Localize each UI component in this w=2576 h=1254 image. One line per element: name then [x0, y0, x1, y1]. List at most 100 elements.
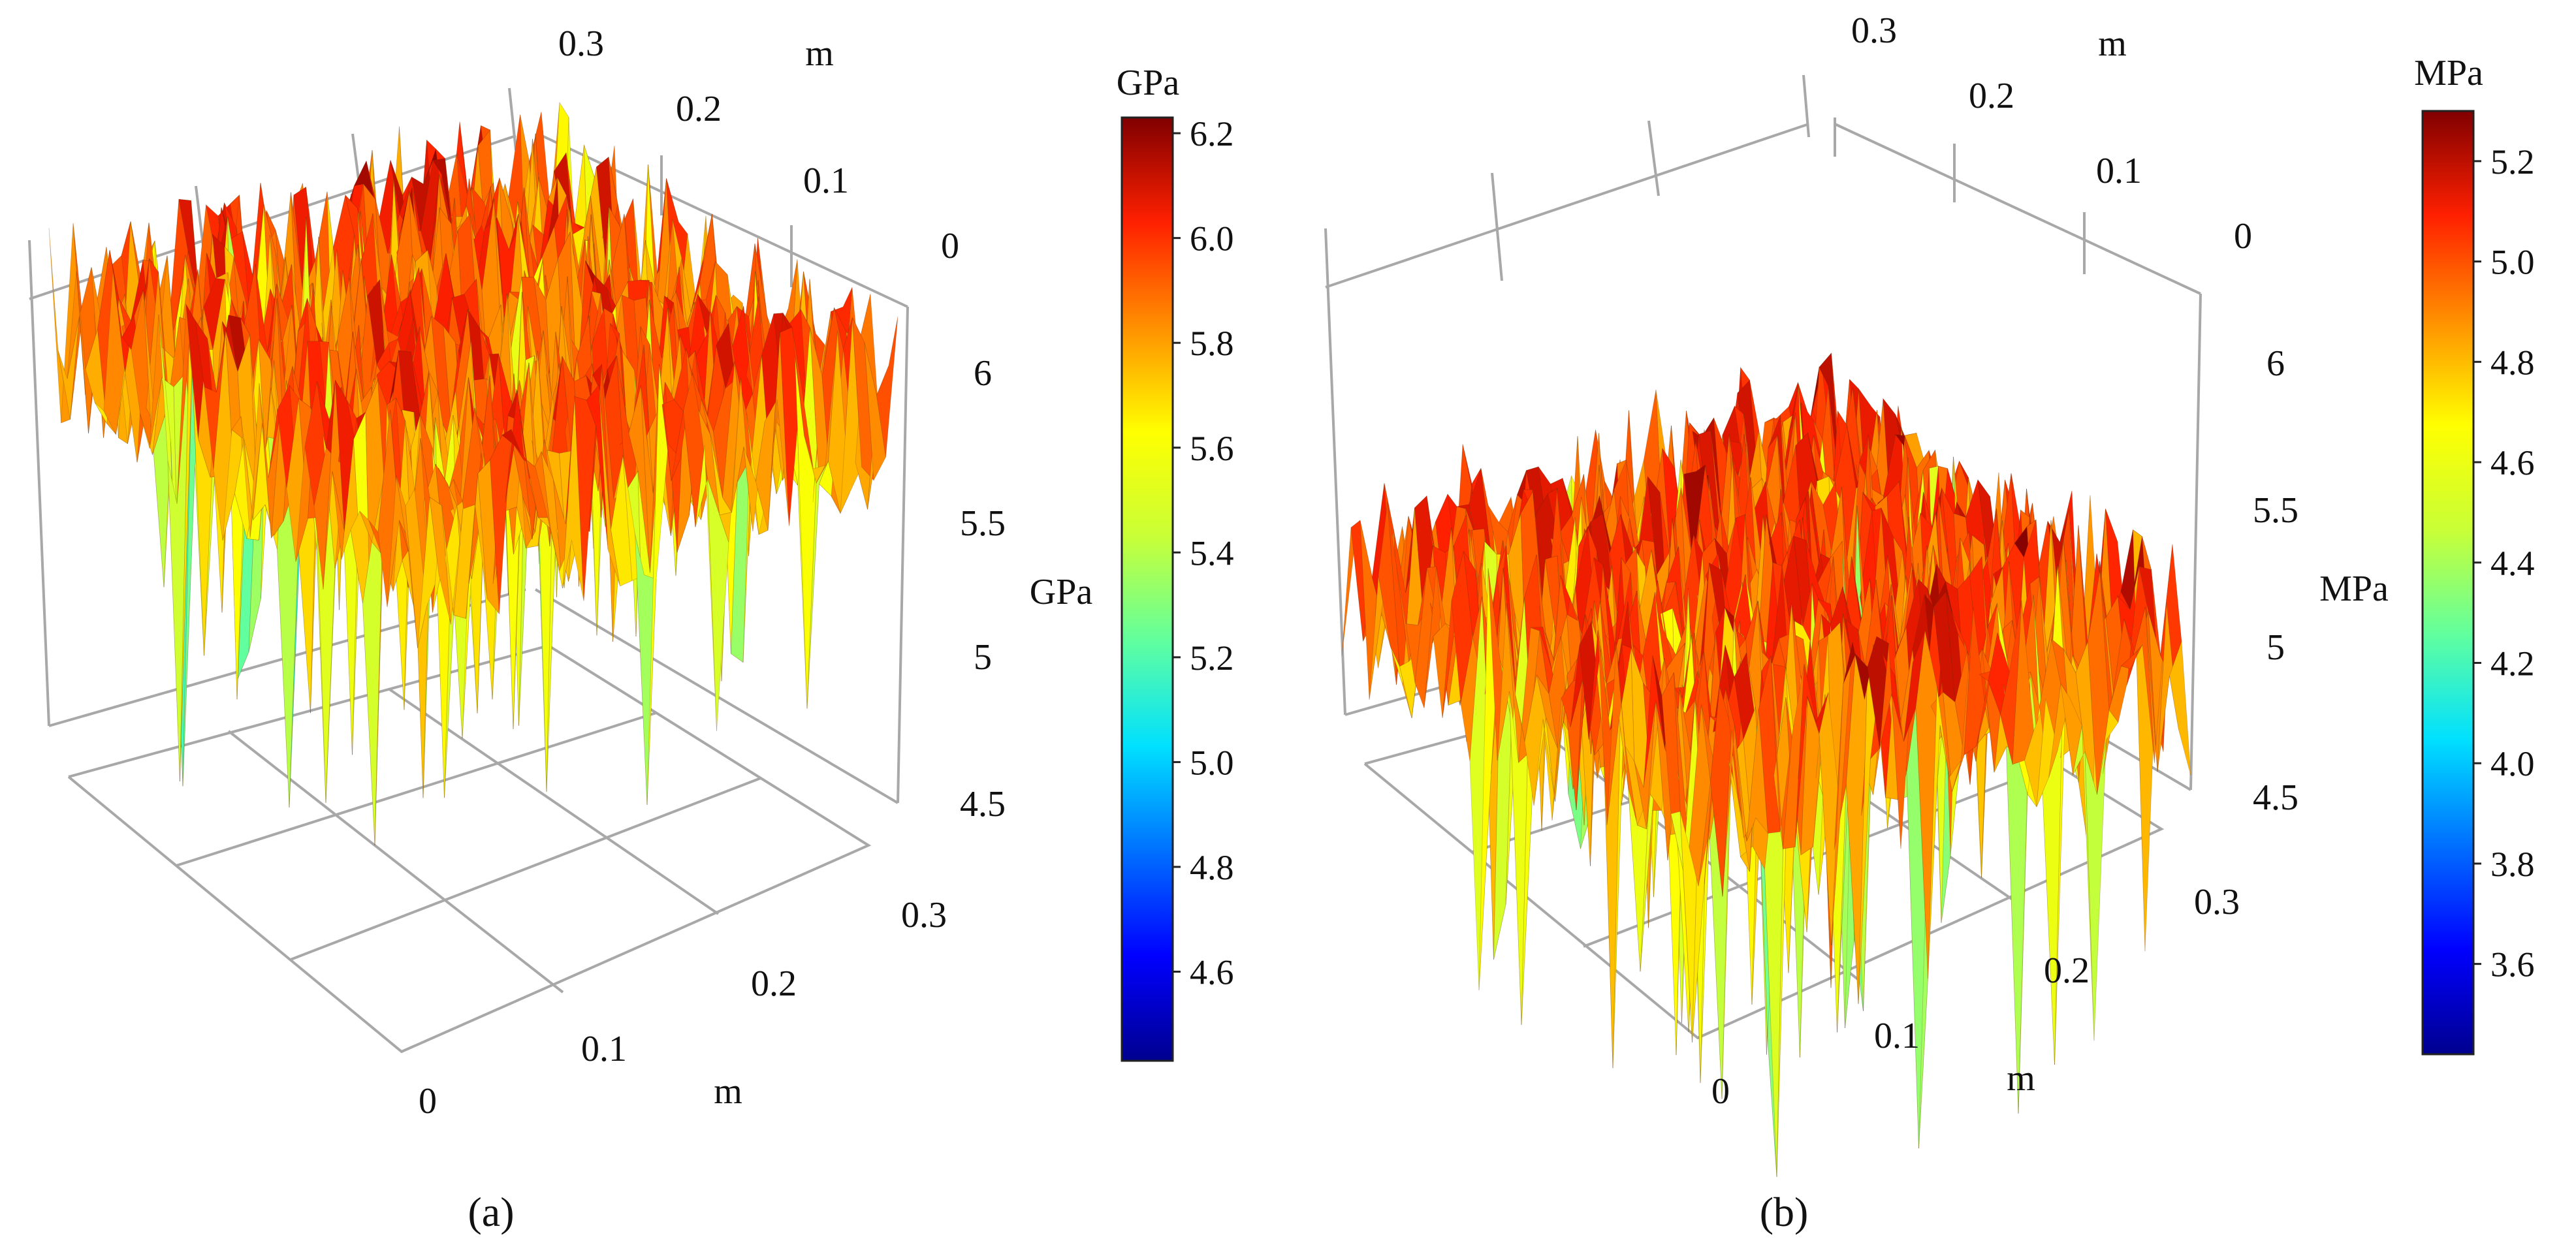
panel-b-back-edge	[1834, 123, 2201, 295]
surface-facet	[611, 455, 633, 587]
panel-a-floor-outline	[67, 644, 872, 1054]
surface-facet	[1831, 642, 1853, 945]
panel-a-label: (a)	[468, 1189, 514, 1235]
surface-facet	[417, 497, 439, 648]
surface-facet	[659, 364, 681, 481]
panel-b-colorbar: MPa 5.2 5.0 4.8 4.6 4.4 4.2 4.0 3.8 3.6	[2414, 53, 2535, 1056]
surface-facet	[1928, 687, 1950, 979]
panel-a-colorbar-bar	[1121, 116, 1174, 1062]
panel-b-z-tick: 5.5	[2253, 490, 2298, 531]
surface-facet	[1843, 642, 1865, 700]
surface-facet	[1867, 636, 1889, 749]
panel-b-colorbar-ticks: 5.2 5.0 4.8 4.6 4.4 4.2 4.0 3.8 3.6	[2473, 142, 2535, 984]
colorbar-tick-label: 4.2	[2490, 644, 2535, 683]
surface-facet	[2024, 698, 2046, 807]
panel-b-surface	[1341, 352, 2191, 1177]
panel-a-floor-grid	[176, 712, 657, 867]
panel-a-floor-grid	[227, 730, 564, 994]
panel-a: 0.3 0.2 0.1 0 m 6 5.5 5 4.5 GPa 0 0.1 0.…	[28, 24, 1234, 1235]
panel-a-floor-grid	[387, 687, 720, 915]
colorbar-tick-label: 5.8	[1190, 324, 1234, 363]
surface-facet	[1722, 725, 1744, 897]
surface-facet	[2097, 709, 2119, 795]
panel-a-vertical	[28, 240, 50, 727]
panel-a-z-tick: 4.5	[960, 784, 1006, 824]
panel-a-y-axis: 0.3 0.2 0.1 0 m	[558, 24, 959, 266]
panel-b-z-tick: 6	[2266, 343, 2285, 384]
panel-b-vertical	[1647, 120, 1660, 196]
colorbar-tick-label: 6.2	[1190, 114, 1234, 153]
surface-facet	[1952, 607, 1974, 792]
panel-b-y-label: m	[2098, 24, 2127, 64]
panel-b-x-tick: 0.3	[2194, 882, 2240, 922]
colorbar-tick-label: 4.6	[1190, 953, 1234, 992]
panel-a-vertical	[897, 306, 909, 804]
panel-b-colorbar-bar	[2421, 110, 2475, 1056]
surface-facet	[1939, 725, 1962, 792]
panel-b-vertical	[1491, 172, 1503, 281]
colorbar-tick-label: 5.2	[1190, 638, 1234, 678]
surface-facet	[755, 399, 778, 531]
panel-b-colorbar-title: MPa	[2414, 53, 2483, 93]
colorbar-tick-label: 3.8	[2490, 845, 2535, 884]
panel-a-x-tick: 0.1	[581, 1029, 627, 1069]
panel-a-z-tick: 5	[974, 637, 992, 678]
panel-b-x-tick: 0.2	[2044, 950, 2090, 991]
panel-b-label: (b)	[1760, 1189, 1809, 1235]
panel-a-floor-grid	[290, 777, 761, 961]
colorbar-tick-label: 5.2	[2490, 142, 2535, 181]
panel-b-y-tick: 0.1	[2096, 151, 2142, 191]
colorbar-tick-label: 4.6	[2490, 443, 2535, 482]
panel-b-x-tick: 0.1	[1874, 1016, 1920, 1056]
surface-facet	[1746, 709, 1768, 841]
surface-facet	[1903, 630, 1926, 742]
panel-b-z-tick: 4.5	[2253, 777, 2298, 818]
surface-facet	[2108, 665, 2131, 723]
panel-b-x-label: m	[2007, 1058, 2035, 1099]
panel-a-z-tick: 5.5	[960, 503, 1006, 544]
colorbar-tick-label: 5.0	[1190, 743, 1234, 782]
panel-b-y-tick: 0.2	[1969, 76, 2014, 116]
surface-facet	[2000, 600, 2022, 764]
panel-b: 0.3 0.2 0.1 0 m 6 5.5 5 4.5 MPa 0 0.1 0.…	[1324, 10, 2535, 1235]
surface-facet	[453, 504, 475, 619]
surface-facet	[586, 384, 609, 550]
colorbar-tick-label: 5.6	[1190, 429, 1234, 468]
panel-b-z-tick: 5	[2266, 627, 2285, 668]
surface-facet	[526, 459, 549, 518]
panel-b-vertical	[1802, 74, 1810, 138]
surface-facet	[501, 429, 524, 460]
surface-facet	[876, 316, 898, 458]
colorbar-tick-label: 4.4	[2490, 544, 2535, 583]
panel-b-z-label: MPa	[2319, 569, 2389, 609]
surface-facet	[1915, 630, 1937, 979]
panel-a-x-tick: 0.2	[751, 964, 797, 1004]
surface-facet	[1783, 663, 1805, 849]
panel-a-x-tick: 0	[419, 1081, 437, 1121]
colorbar-tick-label: 3.6	[2490, 945, 2535, 984]
panel-b-back-edge	[1325, 123, 1809, 289]
surface-facet	[1988, 632, 2010, 715]
panel-a-colorbar-title: GPa	[1117, 63, 1180, 103]
panel-a-y-tick: 0	[941, 226, 959, 266]
panel-b-x-axis: 0 0.1 0.2 0.3 m	[1711, 882, 2240, 1112]
panel-a-x-axis: 0 0.1 0.2 0.3 m	[419, 895, 947, 1121]
surface-facet	[1879, 643, 1901, 849]
panel-a-y-tick: 0.1	[803, 161, 849, 201]
panel-a-y-label: m	[805, 33, 834, 74]
surface-facet	[1698, 686, 1720, 886]
panel-b-y-tick: 0	[2234, 216, 2252, 257]
panel-a-y-tick: 0.2	[676, 89, 722, 129]
panel-a-z-axis: 6 5.5 5 4.5 GPa	[960, 353, 1092, 824]
panel-a-colorbar: GPa 6.2 6.0 5.8 5.6 5.4 5.2 5.0 4.8 4.6	[1117, 63, 1234, 1062]
colorbar-tick-label: 5.4	[1190, 533, 1234, 572]
colorbar-tick-label: 5.0	[2490, 243, 2535, 282]
surface-facet	[791, 327, 814, 469]
surface-facet	[2133, 606, 2155, 763]
colorbar-tick-label: 6.0	[1190, 219, 1234, 259]
colorbar-tick-label: 4.0	[2490, 744, 2535, 783]
surface-facet	[514, 445, 536, 468]
surface-facet	[2073, 725, 2095, 1041]
surface-facet	[2012, 600, 2034, 765]
